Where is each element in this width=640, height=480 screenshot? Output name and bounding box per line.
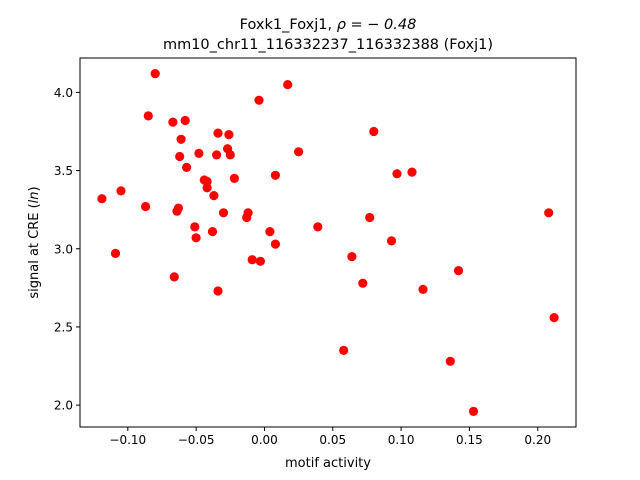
data-point-55 bbox=[549, 313, 559, 323]
x-tick-label: 0.10 bbox=[388, 433, 415, 447]
points-layer bbox=[97, 69, 559, 416]
data-point-29 bbox=[225, 150, 235, 160]
plot-area bbox=[80, 58, 576, 427]
data-point-3 bbox=[116, 186, 126, 196]
data-point-37 bbox=[270, 170, 280, 180]
data-point-7 bbox=[168, 117, 178, 127]
data-point-49 bbox=[407, 167, 417, 177]
y-tick-label: 2.0 bbox=[54, 399, 73, 413]
y-axis-label: signal at CRE (ln) bbox=[27, 186, 42, 298]
chart-title-line2: mm10_chr11_116332237_116332388 (Foxj1) bbox=[163, 37, 493, 53]
x-tick-label: −0.10 bbox=[109, 433, 146, 447]
data-point-13 bbox=[180, 115, 190, 126]
data-point-54 bbox=[544, 208, 554, 218]
data-point-39 bbox=[283, 80, 293, 90]
data-point-22 bbox=[209, 191, 219, 201]
x-tick-label: −0.05 bbox=[178, 433, 215, 447]
data-point-50 bbox=[418, 284, 428, 294]
data-point-40 bbox=[294, 147, 304, 157]
data-point-30 bbox=[229, 173, 239, 183]
data-point-21 bbox=[207, 227, 218, 237]
data-point-36 bbox=[265, 227, 275, 237]
data-point-53 bbox=[468, 406, 479, 416]
data-point-14 bbox=[182, 162, 192, 172]
data-point-11 bbox=[175, 151, 185, 162]
plot-frame bbox=[79, 57, 577, 428]
data-point-52 bbox=[453, 266, 464, 276]
data-point-34 bbox=[254, 95, 264, 105]
data-point-25 bbox=[213, 286, 223, 296]
data-point-15 bbox=[190, 222, 200, 232]
data-point-33 bbox=[247, 255, 257, 265]
data-point-4 bbox=[141, 201, 151, 212]
data-point-24 bbox=[213, 128, 223, 138]
x-tick-label: 0.15 bbox=[456, 433, 483, 447]
data-point-16 bbox=[191, 233, 201, 243]
y-tick-label: 3.0 bbox=[54, 242, 73, 256]
x-axis-label: motif activity bbox=[285, 456, 371, 471]
data-point-51 bbox=[445, 356, 455, 366]
data-point-26 bbox=[218, 208, 229, 218]
data-point-19 bbox=[202, 176, 212, 187]
data-point-38 bbox=[270, 239, 280, 249]
data-point-5 bbox=[143, 111, 153, 121]
data-point-42 bbox=[339, 345, 349, 355]
data-point-48 bbox=[392, 169, 402, 179]
data-point-17 bbox=[194, 148, 204, 158]
chart-title-line1: Foxk1_Foxj1, ρ = − 0.48 bbox=[240, 17, 417, 33]
data-point-12 bbox=[176, 134, 186, 144]
data-point-44 bbox=[358, 278, 368, 288]
y-tick-label: 3.5 bbox=[54, 164, 73, 178]
data-point-28 bbox=[224, 130, 234, 140]
data-point-8 bbox=[169, 272, 179, 282]
data-point-46 bbox=[369, 126, 379, 137]
data-point-1 bbox=[97, 194, 107, 204]
data-point-2 bbox=[110, 248, 121, 258]
data-point-35 bbox=[255, 256, 265, 266]
x-tick-label: 0.20 bbox=[524, 433, 551, 447]
data-point-43 bbox=[347, 252, 357, 262]
data-point-45 bbox=[365, 212, 375, 223]
y-tick-label: 2.5 bbox=[54, 320, 73, 334]
data-point-47 bbox=[386, 236, 397, 246]
ticks-layer: −0.10 −0.05 0.00 0.05 0.10 0.15 0.20 2.0 2.5 3.0 3… bbox=[54, 86, 551, 447]
y-tick-label: 4.0 bbox=[54, 86, 73, 100]
data-point-32 bbox=[243, 208, 253, 218]
x-tick-label: 0.00 bbox=[251, 433, 278, 447]
data-point-41 bbox=[313, 222, 323, 232]
data-point-23 bbox=[212, 150, 222, 160]
data-point-6 bbox=[150, 69, 160, 79]
data-point-10 bbox=[173, 203, 183, 213]
data-point-20 bbox=[202, 183, 212, 193]
x-tick-label: 0.05 bbox=[319, 433, 346, 447]
